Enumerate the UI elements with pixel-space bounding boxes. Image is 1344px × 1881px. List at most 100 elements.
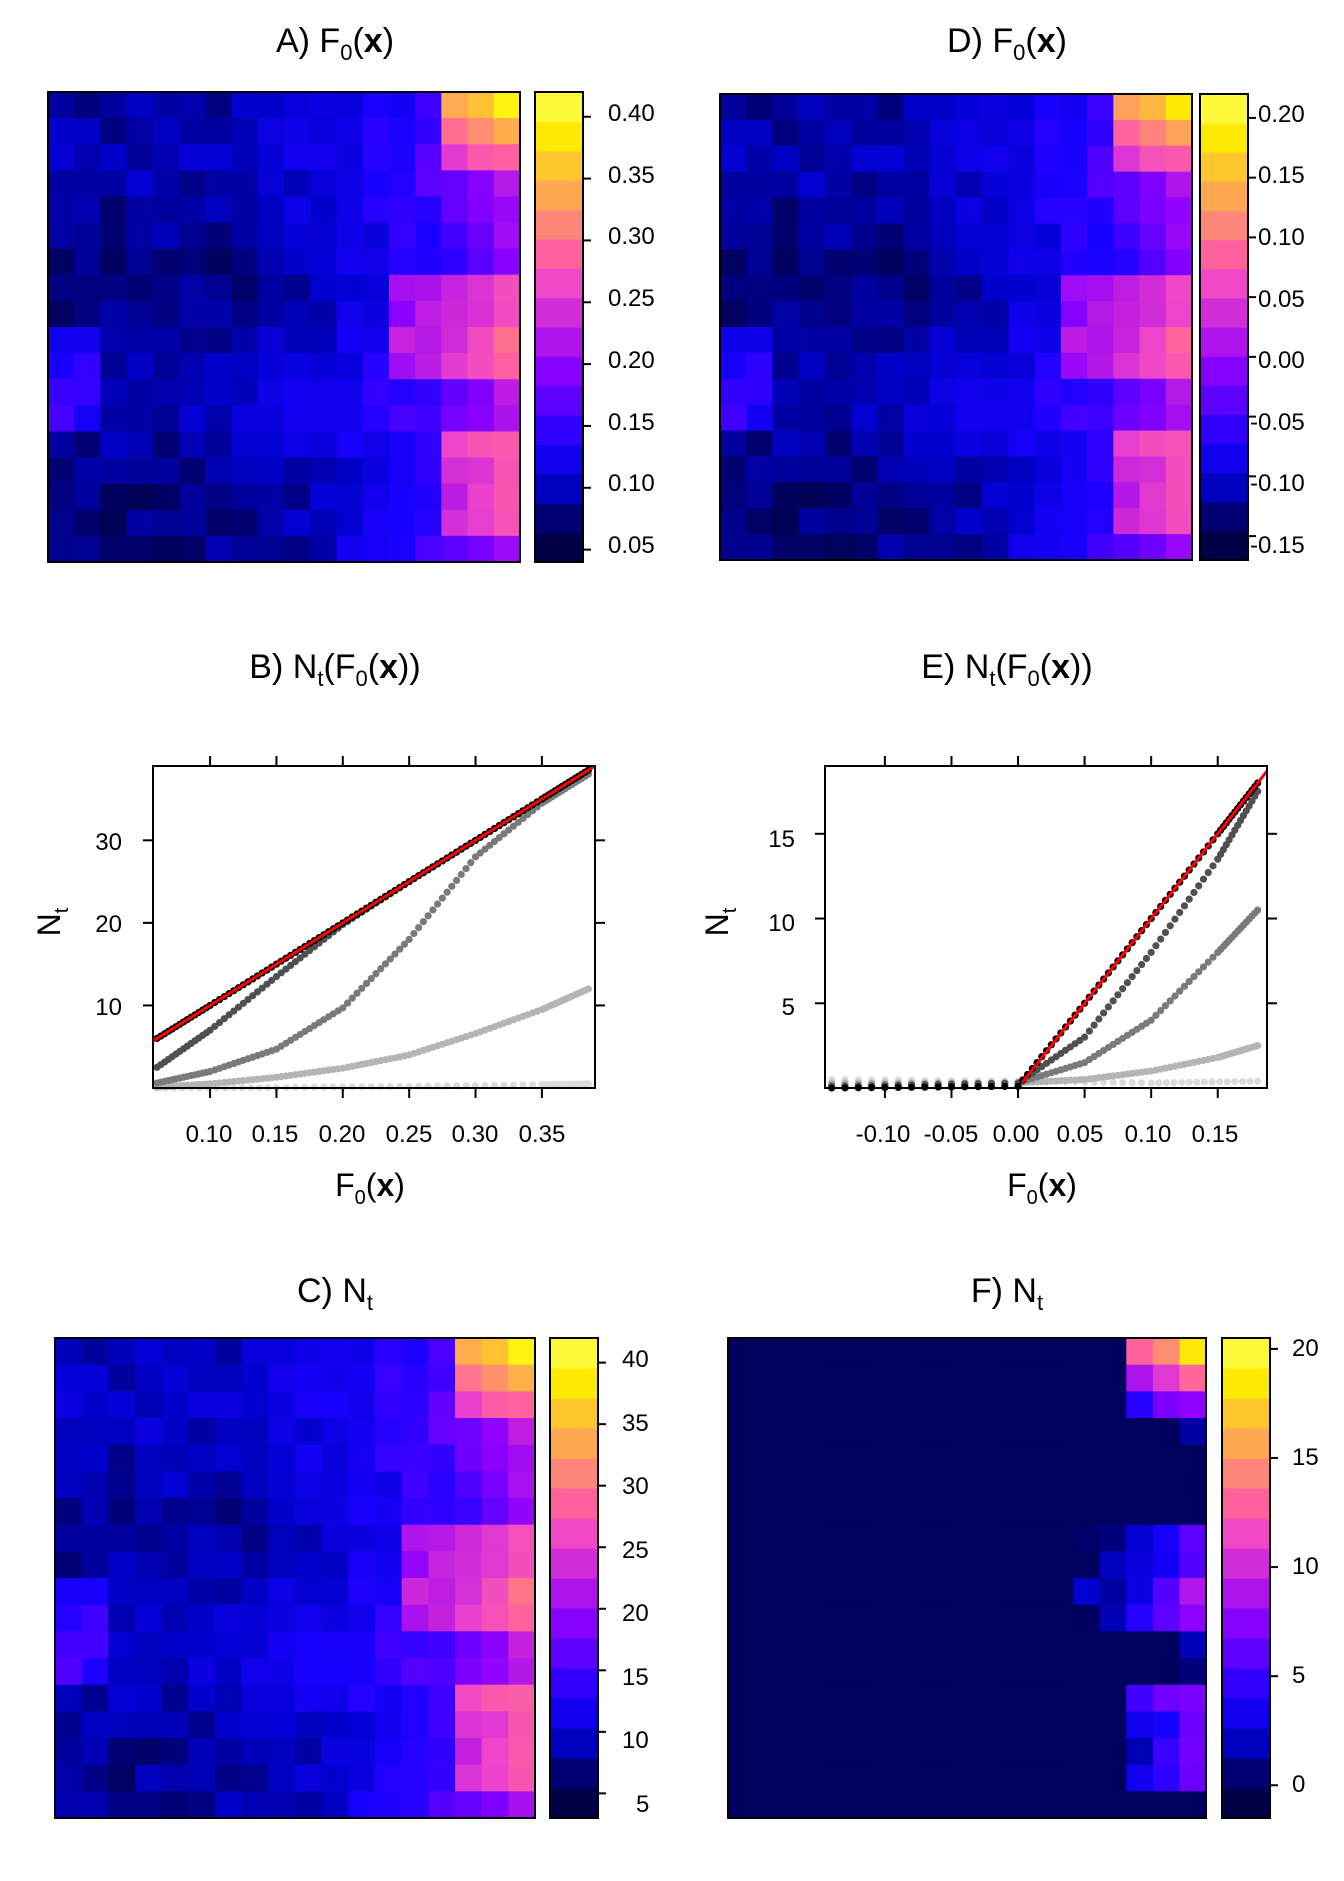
- heatmap-cell: [781, 1498, 809, 1526]
- heatmap-cell: [455, 1711, 483, 1739]
- heatmap-cell: [268, 1498, 296, 1526]
- cbar-a-tick: 0.20: [608, 347, 655, 374]
- heatmap-cell: [993, 1471, 1021, 1499]
- heatmap-cell: [74, 222, 102, 250]
- heatmap-cell: [929, 94, 957, 121]
- heatmap-cell: [1046, 1658, 1074, 1686]
- heatmap-cell: [348, 1391, 376, 1419]
- heatmap-cell: [967, 1471, 995, 1499]
- colorbar-swatch: [1200, 181, 1248, 212]
- heatmap-cell: [913, 1498, 942, 1526]
- heatmap-cell: [1060, 145, 1088, 173]
- colorbar-swatch: [1222, 1728, 1270, 1759]
- heatmap-cell: [188, 1578, 216, 1606]
- scatter-point: [419, 918, 427, 926]
- heatmap-cell: [55, 1684, 83, 1712]
- colorbar-frame: [549, 1337, 599, 1819]
- heatmap-cell: [362, 92, 390, 119]
- heatmap-cell: [956, 171, 983, 199]
- heatmap-cell: [321, 1444, 349, 1472]
- heatmap-cell: [1165, 171, 1193, 199]
- scatter-point: [339, 1004, 347, 1012]
- heatmap-cell: [956, 508, 983, 535]
- heatmap-cell: [967, 1524, 995, 1552]
- heatmap-cell: [1060, 197, 1088, 225]
- heatmap-cell: [415, 196, 442, 224]
- heatmap-cell: [268, 1524, 296, 1552]
- heatmap-cell: [48, 248, 75, 276]
- heatmap-cell: [375, 1631, 403, 1659]
- heatmap-cell: [903, 145, 931, 173]
- heatmap-cell: [1139, 275, 1167, 302]
- heatmap-cell: [48, 144, 75, 171]
- heatmap-cell: [728, 1764, 756, 1792]
- heatmap-cell: [1126, 1498, 1154, 1526]
- heatmap-cell: [1179, 1338, 1207, 1366]
- heatmap-cell: [321, 1551, 349, 1579]
- scatter-point: [452, 876, 461, 885]
- heatmap-cell: [336, 92, 364, 119]
- heatmap-cell: [55, 1444, 83, 1472]
- heatmap-cell: [887, 1578, 915, 1606]
- heatmap-cell: [284, 509, 311, 537]
- heatmap-cell: [100, 457, 128, 485]
- heatmap-cell: [441, 535, 469, 563]
- heatmap-cell: [903, 94, 931, 121]
- heatmap-cell: [860, 1764, 888, 1792]
- heatmap-cell: [1008, 378, 1036, 406]
- heatmap-cell: [310, 274, 338, 302]
- heatmap-cell: [824, 534, 852, 561]
- heatmap-cell: [1113, 223, 1141, 250]
- heatmap-cell: [982, 223, 1010, 250]
- heatmap-cell: [772, 145, 800, 173]
- heatmap-cell: [257, 509, 285, 537]
- heatmap-cell: [348, 1551, 376, 1579]
- heatmap-cell: [877, 171, 905, 199]
- heatmap-cell: [336, 535, 364, 563]
- heatmap-cell: [428, 1658, 456, 1686]
- heatmap-cell: [257, 483, 285, 511]
- colorbar-swatch: [1200, 239, 1248, 270]
- heatmap-cell: [993, 1738, 1021, 1766]
- heatmap-cell: [321, 1658, 349, 1686]
- cbar-a-tick: 0.15: [608, 409, 655, 436]
- scatter-point: [1114, 991, 1122, 999]
- heatmap-cell: [205, 405, 233, 433]
- heatmap-cell: [188, 1604, 216, 1632]
- heatmap-cell: [772, 327, 800, 354]
- heatmap-cell: [956, 378, 983, 406]
- heatmap-cell: [362, 118, 390, 145]
- heatmap-cell: [48, 379, 75, 406]
- heatmap-cell: [720, 249, 747, 276]
- heatmap-cell: [982, 249, 1010, 276]
- heatmap-cell: [1073, 1764, 1101, 1792]
- heatmap-cell: [126, 144, 154, 171]
- heatmap-cell: [1034, 119, 1062, 147]
- heatmap-cell: [108, 1791, 136, 1819]
- b-xtick-label: 0.15: [252, 1121, 299, 1148]
- heatmap-cell: [215, 1418, 243, 1446]
- heatmap-cell: [388, 535, 416, 563]
- heatmap-cell: [493, 483, 521, 511]
- heatmap-cell: [48, 196, 75, 224]
- heatmap-cell: [807, 1578, 835, 1606]
- heatmap-cell: [887, 1498, 915, 1526]
- heatmap-cell: [746, 456, 774, 483]
- heatmap-cell: [887, 1791, 915, 1819]
- heatmap-cell: [415, 248, 442, 276]
- heatmap-cell: [108, 1578, 136, 1606]
- scatter-point: [1155, 1079, 1163, 1087]
- heatmap-cell: [81, 1578, 109, 1606]
- heatmap-c: [54, 1337, 606, 1819]
- heatmap-cell: [860, 1498, 888, 1526]
- b-ytick-label: 10: [95, 994, 122, 1021]
- heatmap-cell: [205, 300, 233, 328]
- heatmap-cell: [257, 248, 285, 276]
- scatter-point: [358, 984, 366, 992]
- heatmap-cell: [1008, 534, 1036, 561]
- heatmap-cell: [807, 1498, 835, 1526]
- heatmap-cell: [772, 223, 800, 250]
- heatmap-cell: [310, 248, 338, 276]
- heatmap-cell: [467, 144, 495, 171]
- heatmap-cell: [1165, 249, 1193, 276]
